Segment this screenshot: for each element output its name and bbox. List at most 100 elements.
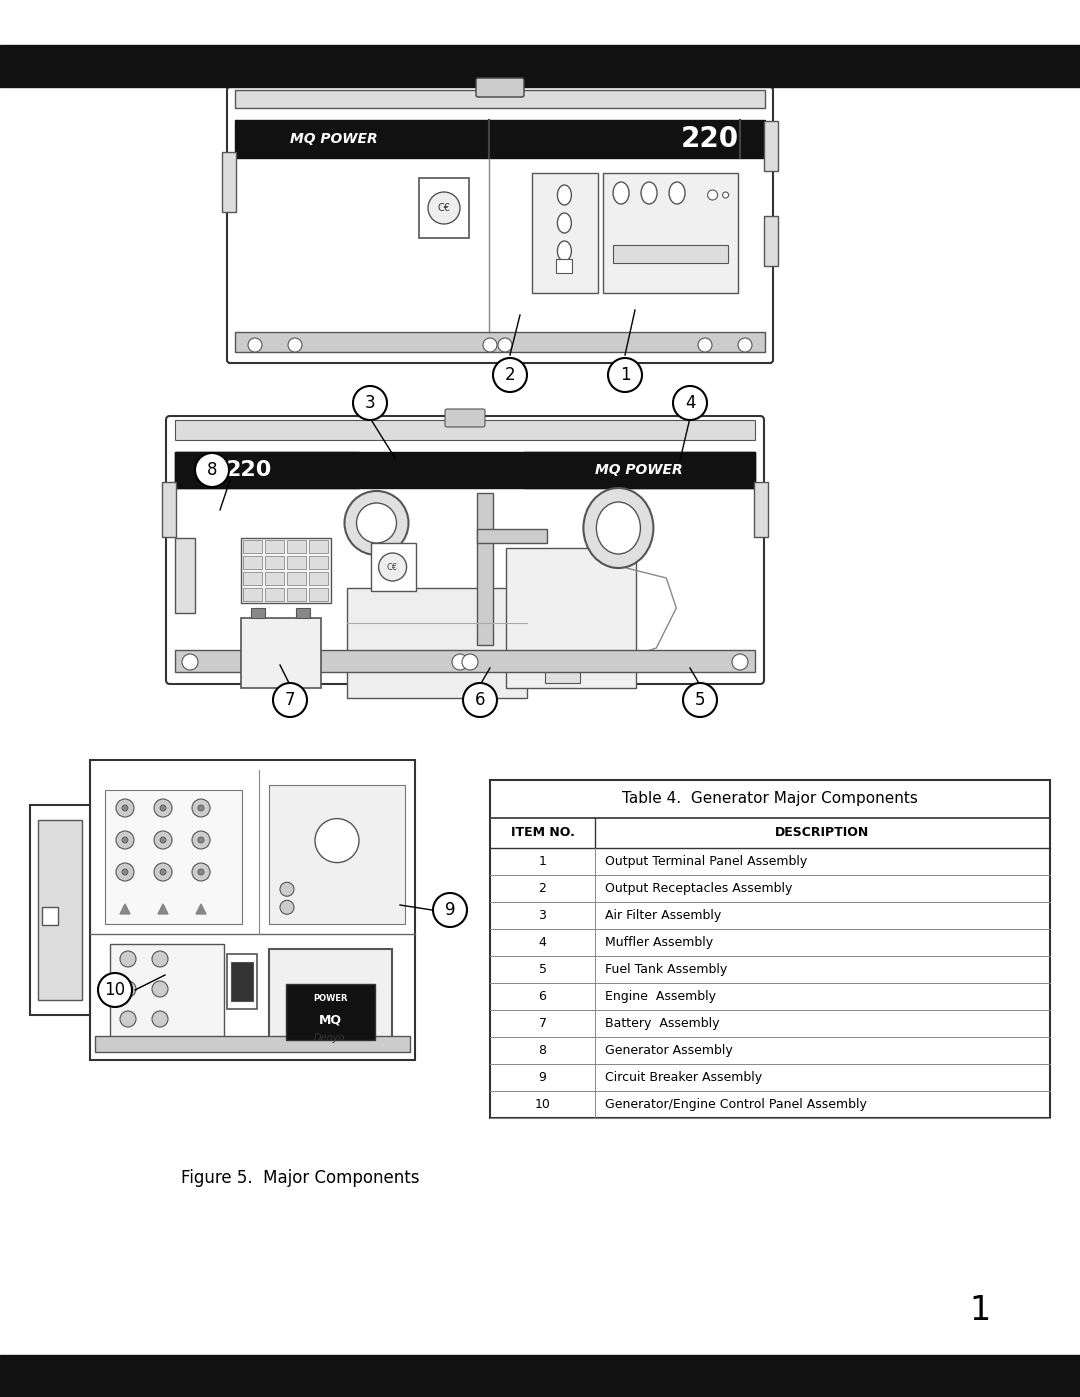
Ellipse shape (596, 502, 640, 555)
Bar (30, 805, 90, 1016)
Bar (105, 789, 242, 923)
Text: 10: 10 (535, 1098, 551, 1111)
Text: Figure 5.  Major Components: Figure 5. Major Components (180, 1169, 419, 1187)
Circle shape (160, 805, 166, 812)
Bar (309, 541, 328, 553)
Circle shape (120, 1011, 136, 1027)
Circle shape (122, 837, 129, 842)
Text: Circuit Breaker Assembly: Circuit Breaker Assembly (605, 1071, 762, 1084)
Circle shape (183, 654, 198, 671)
Bar (110, 944, 224, 1051)
Ellipse shape (583, 488, 653, 569)
Bar (296, 608, 310, 617)
Bar (287, 556, 306, 569)
Bar (532, 173, 598, 293)
Circle shape (120, 981, 136, 997)
Circle shape (195, 453, 229, 488)
Bar (175, 453, 755, 488)
Bar (287, 588, 306, 601)
Circle shape (198, 837, 204, 842)
Bar (287, 571, 306, 585)
Bar (764, 122, 778, 170)
Bar (265, 571, 284, 585)
Polygon shape (158, 904, 168, 914)
Text: ITEM NO.: ITEM NO. (511, 827, 575, 840)
Bar (90, 760, 415, 1060)
Text: 2: 2 (539, 882, 546, 895)
Bar (235, 120, 765, 158)
Text: 220: 220 (225, 460, 271, 481)
Bar (309, 556, 328, 569)
Circle shape (154, 799, 172, 817)
Ellipse shape (613, 182, 629, 204)
Text: 1: 1 (539, 855, 546, 868)
Circle shape (707, 190, 717, 200)
Text: POWER: POWER (313, 993, 348, 1003)
Bar (241, 538, 330, 604)
Bar (175, 453, 359, 488)
Bar (95, 1037, 410, 1052)
Text: Engine  Assembly: Engine Assembly (605, 990, 716, 1003)
Circle shape (315, 819, 359, 862)
Bar (230, 963, 253, 1002)
Bar (235, 89, 765, 108)
Bar (42, 907, 58, 925)
Text: MQ POWER: MQ POWER (291, 131, 378, 147)
Text: Fuel Tank Assembly: Fuel Tank Assembly (605, 963, 727, 977)
Text: Air Filter Assembly: Air Filter Assembly (605, 909, 721, 922)
Bar (235, 332, 765, 352)
Circle shape (483, 338, 497, 352)
Text: MQ POWER: MQ POWER (595, 462, 683, 476)
Circle shape (379, 553, 406, 581)
Bar (613, 244, 728, 263)
Circle shape (160, 837, 166, 842)
Circle shape (288, 338, 302, 352)
Bar (419, 177, 469, 237)
Text: 5: 5 (694, 692, 705, 710)
Circle shape (433, 893, 467, 928)
Text: 7: 7 (539, 1017, 546, 1030)
Circle shape (152, 1011, 168, 1027)
Ellipse shape (557, 212, 571, 233)
Text: Battery  Assembly: Battery Assembly (605, 1017, 719, 1030)
Bar (287, 541, 306, 553)
Bar (175, 650, 755, 672)
Circle shape (462, 654, 478, 671)
Bar (370, 543, 416, 591)
Bar (38, 820, 82, 1000)
Text: 5: 5 (539, 963, 546, 977)
Text: 8: 8 (539, 1044, 546, 1058)
Circle shape (120, 951, 136, 967)
Bar (507, 548, 636, 687)
Text: 6: 6 (475, 692, 485, 710)
Text: 1: 1 (620, 366, 631, 384)
Bar (175, 420, 755, 440)
Polygon shape (120, 904, 130, 914)
Circle shape (673, 386, 707, 420)
Bar (476, 529, 546, 543)
Circle shape (98, 972, 132, 1007)
Text: 3: 3 (365, 394, 376, 412)
Ellipse shape (670, 182, 685, 204)
Bar (286, 985, 375, 1039)
Text: Denyo: Denyo (314, 1032, 346, 1044)
Ellipse shape (557, 242, 571, 261)
Circle shape (160, 869, 166, 875)
Text: Output Receptacles Assembly: Output Receptacles Assembly (605, 882, 793, 895)
Text: 9: 9 (445, 901, 456, 919)
Text: 3: 3 (539, 909, 546, 922)
Text: C€: C€ (437, 203, 450, 212)
Circle shape (192, 799, 210, 817)
FancyBboxPatch shape (227, 87, 773, 363)
Text: 1: 1 (970, 1294, 990, 1327)
Circle shape (356, 503, 396, 543)
Bar (251, 608, 265, 617)
Text: C€: C€ (387, 563, 399, 571)
Circle shape (152, 981, 168, 997)
Bar (603, 173, 738, 293)
Bar (764, 215, 778, 265)
Text: Generator/Engine Control Panel Assembly: Generator/Engine Control Panel Assembly (605, 1098, 867, 1111)
Text: 6: 6 (539, 990, 546, 1003)
Bar (265, 556, 284, 569)
Circle shape (280, 900, 294, 914)
